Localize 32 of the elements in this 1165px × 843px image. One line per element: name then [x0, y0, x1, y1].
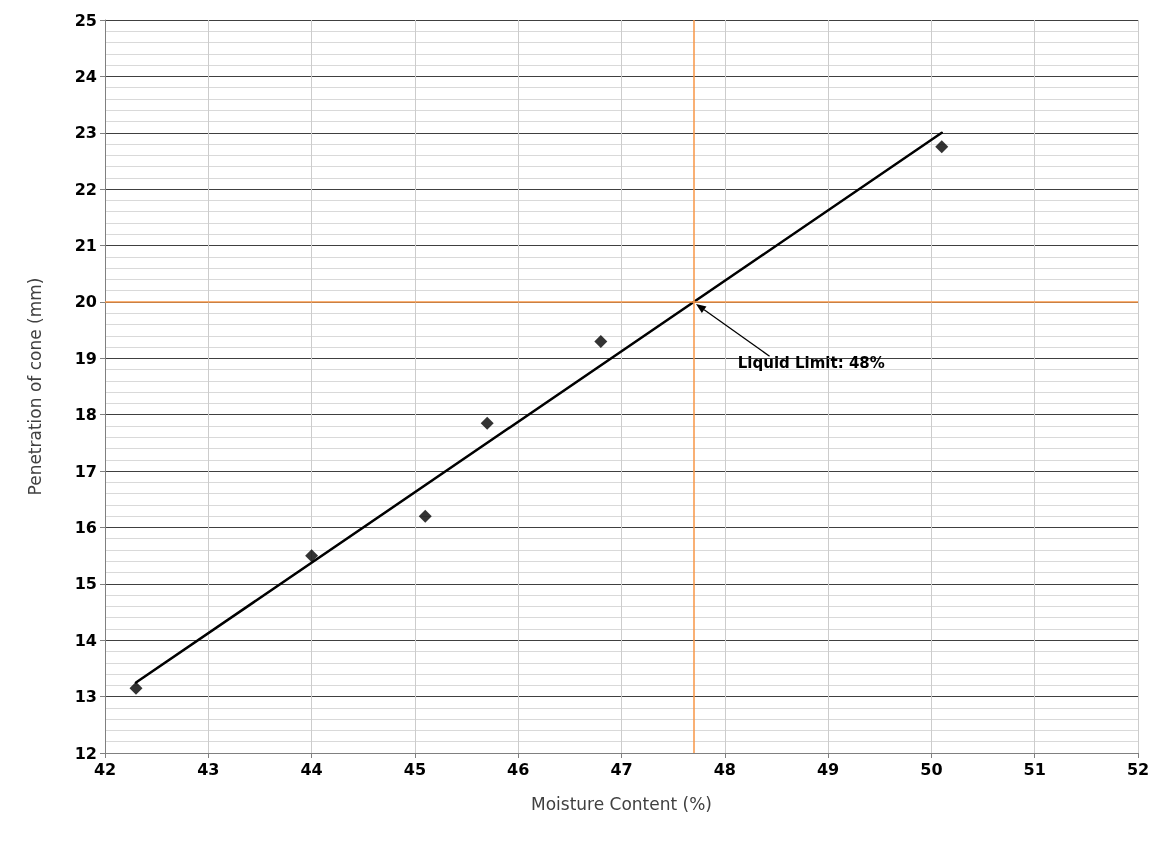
y-tick-label: 22 [74, 179, 97, 199]
y-tick-label: 19 [74, 348, 97, 368]
x-tick-label: 49 [816, 759, 840, 779]
y-tick-label: 14 [74, 630, 97, 650]
x-tick-label: 43 [197, 759, 220, 779]
y-tick-label: 17 [74, 461, 97, 481]
x-tick-label: 44 [300, 759, 323, 779]
y-tick-label: 18 [74, 405, 97, 425]
y-tick-label: 25 [74, 10, 97, 30]
y-tick-label: 20 [74, 292, 97, 312]
y-tick-label: 16 [74, 517, 97, 537]
y-tick-label: 15 [74, 574, 97, 594]
x-tick-label: 48 [713, 759, 736, 779]
y-tick-label: 21 [74, 236, 97, 256]
x-tick-label: 51 [1023, 759, 1046, 779]
point [480, 416, 494, 430]
annotation: Liquid Limit: 48% [737, 354, 885, 373]
point [418, 509, 432, 523]
x-tick-label: 50 [920, 759, 943, 779]
x-tick-label: 52 [1126, 759, 1150, 779]
y-tick-label: 13 [74, 687, 97, 707]
y-tick-label: 24 [74, 66, 97, 86]
y-tick-label: 23 [74, 123, 97, 143]
point [935, 140, 949, 154]
x-axis-title: Moisture Content (%) [531, 793, 712, 814]
x-tick-label: 46 [507, 759, 530, 779]
x-tick-label: 45 [403, 759, 427, 779]
point [129, 681, 143, 695]
point [305, 549, 319, 563]
y-axis-title: Penetration of cone (mm) [24, 277, 45, 496]
x-tick-label: 47 [610, 759, 633, 779]
point [594, 334, 608, 348]
